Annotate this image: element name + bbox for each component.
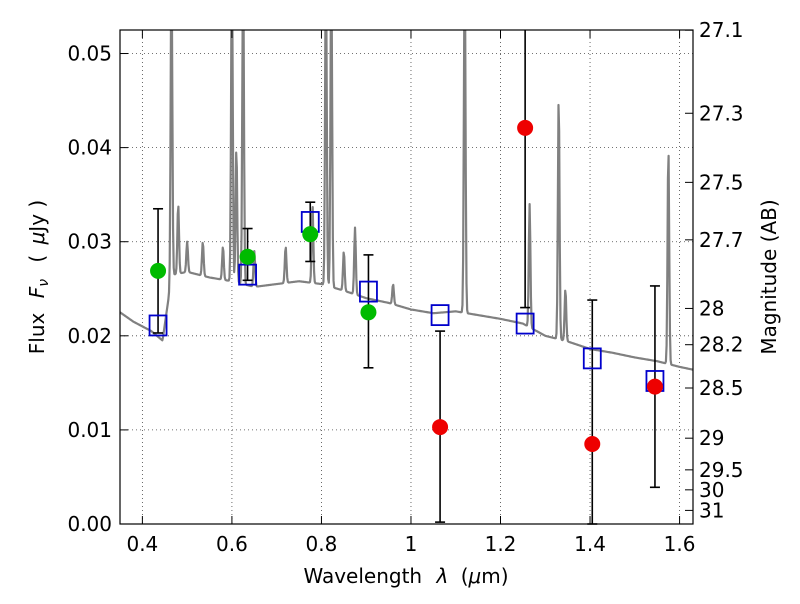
y-axis-title-symbol: F <box>25 286 49 298</box>
y2-tick-label: 29.5 <box>699 458 744 482</box>
y-tick-label: 0.05 <box>67 42 112 66</box>
upper-limit-point <box>584 436 601 453</box>
y-tick-label: 0.00 <box>67 512 112 536</box>
y-tick-label: 0.03 <box>67 230 112 254</box>
x-tick-label: 0.6 <box>216 532 248 556</box>
detection-point <box>239 248 256 265</box>
model-point <box>148 314 168 337</box>
upper-limit-point <box>432 419 449 436</box>
axis-ticks: 0.4 0.6 0.8 1 1.2 1.4 1.6 0.00 0.01 0.02 0.03 0.04 0… <box>67 18 743 556</box>
y2-tick-label: 27.7 <box>699 228 744 252</box>
y2-tick-label: 31 <box>699 498 724 522</box>
x-tick-label: 0.4 <box>126 532 158 556</box>
detection-point <box>302 226 319 243</box>
y2-tick-label: 30 <box>699 478 724 502</box>
upper-limit-point <box>517 119 534 136</box>
y2-tick-label: 27.5 <box>699 170 744 194</box>
data-points <box>148 119 665 453</box>
x-axis-title-text: Wavelength <box>303 564 422 588</box>
model-point <box>359 280 378 303</box>
model-point <box>430 304 450 327</box>
x-tick-label: 1 <box>405 532 418 556</box>
y-axis-title-mu: μ <box>25 232 49 246</box>
y2-tick-label: 27.1 <box>699 18 744 42</box>
upper-limit-point <box>646 378 663 395</box>
y-tick-label: 0.02 <box>67 324 112 348</box>
y2-tick-label: 28.2 <box>699 333 744 357</box>
plot-frame <box>119 29 694 525</box>
model-spectrum-line <box>120 30 693 371</box>
model-point <box>515 312 535 335</box>
y2-axis-title: Magnitude (AB) <box>757 199 781 354</box>
x-tick-label: 0.8 <box>306 532 338 556</box>
x-axis-title-open: ( <box>461 564 469 588</box>
x-axis-title: Wavelength λ (μm) <box>303 564 508 588</box>
y2-tick-label: 28 <box>699 296 724 320</box>
x-axis-title-rest: m) <box>481 564 508 588</box>
y-tick-label: 0.01 <box>67 418 112 442</box>
y-axis-title-sub: ν <box>36 279 52 287</box>
y-axis-title-open: ( <box>25 255 49 263</box>
detection-point <box>360 304 377 321</box>
x-tick-label: 1.4 <box>574 532 606 556</box>
model-point <box>582 347 602 370</box>
detection-point <box>150 262 167 279</box>
y2-tick-label: 28.5 <box>699 376 744 400</box>
y2-tick-label: 29 <box>699 426 724 450</box>
y-axis-title-text: Flux <box>25 312 49 354</box>
x-axis-title-symbol: λ <box>435 564 448 588</box>
y-axis-title: Flux Fν ( μJy ) <box>25 200 53 354</box>
x-axis-title-mu: μ <box>468 564 482 588</box>
x-tick-label: 1.6 <box>664 532 696 556</box>
y-tick-label: 0.04 <box>67 136 112 160</box>
x-tick-label: 1.2 <box>485 532 517 556</box>
model-spectrum <box>120 30 693 371</box>
y2-tick-label: 27.3 <box>699 101 744 125</box>
y-axis-title-rest: Jy ) <box>25 200 49 234</box>
